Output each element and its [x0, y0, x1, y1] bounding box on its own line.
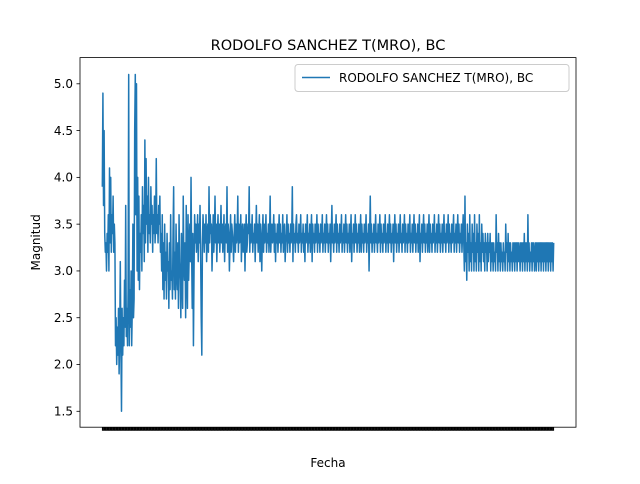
- y-tick-label: 2.0: [54, 358, 73, 372]
- x-axis-ticks: [101, 427, 555, 431]
- y-tick-label: 5.0: [54, 77, 73, 91]
- y-axis-ticks: 1.5 2.0 2.5 3.0 3.5 4.0 4.5 5.0: [54, 77, 80, 418]
- series-line: [101, 73, 555, 413]
- x-axis-label: Fecha: [310, 456, 345, 470]
- y-tick-label: 1.5: [54, 404, 73, 418]
- legend: RODOLFO SANCHEZ T(MRO), BC: [294, 64, 570, 92]
- legend-label: RODOLFO SANCHEZ T(MRO), BC: [339, 71, 533, 85]
- y-axis-label: Magnitud: [29, 214, 43, 270]
- y-tick-label: 4.5: [54, 124, 73, 138]
- y-tick-label: 4.0: [54, 171, 73, 185]
- legend-box: [294, 64, 570, 92]
- y-tick-label: 3.5: [54, 217, 73, 231]
- y-tick-label: 2.5: [54, 311, 73, 325]
- chart-title: RODOLFO SANCHEZ T(MRO), BC: [211, 38, 446, 54]
- plot-frame: [79, 57, 577, 428]
- y-tick-label: 3.0: [54, 264, 73, 278]
